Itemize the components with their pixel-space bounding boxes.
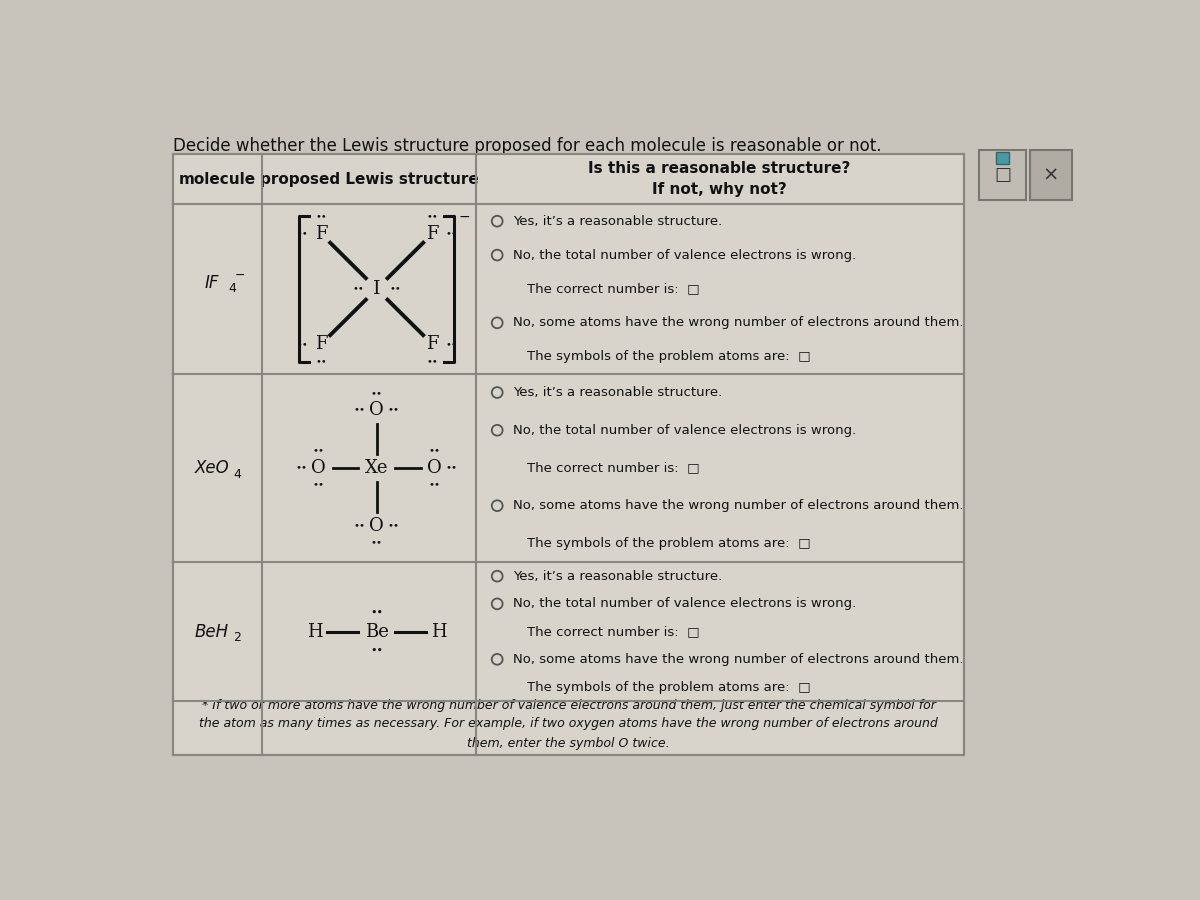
- Text: O: O: [370, 517, 384, 535]
- Text: H: H: [307, 623, 323, 641]
- Text: Yes, it’s a reasonable structure.: Yes, it’s a reasonable structure.: [512, 570, 722, 582]
- Text: No, the total number of valence electrons is wrong.: No, the total number of valence electron…: [512, 598, 856, 610]
- Text: The correct number is:  □: The correct number is: □: [527, 626, 700, 638]
- Text: I: I: [373, 280, 380, 298]
- Text: The correct number is:  □: The correct number is: □: [527, 283, 700, 295]
- Text: The symbols of the problem atoms are:  □: The symbols of the problem atoms are: □: [527, 350, 810, 364]
- Text: □: □: [994, 166, 1010, 184]
- Bar: [979, 150, 1026, 201]
- Text: ••: ••: [354, 521, 366, 530]
- Text: The symbols of the problem atoms are:  □: The symbols of the problem atoms are: □: [527, 680, 810, 694]
- Text: No, the total number of valence electrons is wrong.: No, the total number of valence electron…: [512, 424, 856, 436]
- Text: The symbols of the problem atoms are:  □: The symbols of the problem atoms are: □: [527, 537, 810, 550]
- Text: No, some atoms have the wrong number of electrons around them.: No, some atoms have the wrong number of …: [512, 316, 964, 329]
- Text: ••: ••: [388, 521, 400, 530]
- Text: XeO: XeO: [194, 459, 229, 477]
- Text: F: F: [426, 336, 439, 354]
- Bar: [1030, 150, 1073, 201]
- Text: ••: ••: [370, 608, 383, 617]
- Text: Is this a reasonable structure?
If not, why not?: Is this a reasonable structure? If not, …: [588, 161, 851, 197]
- Text: ••: ••: [428, 446, 440, 455]
- Text: ••: ••: [353, 284, 364, 293]
- Text: ••: ••: [427, 212, 438, 221]
- Text: ••: ••: [428, 481, 440, 490]
- Text: ••: ••: [316, 356, 326, 365]
- Text: 2: 2: [233, 631, 241, 644]
- Text: ••: ••: [446, 464, 458, 472]
- Text: IF: IF: [204, 274, 218, 292]
- Text: ••: ••: [445, 229, 457, 238]
- Text: Decide whether the Lewis structure proposed for each molecule is reasonable or n: Decide whether the Lewis structure propo…: [173, 138, 882, 156]
- Text: ••: ••: [388, 406, 400, 415]
- Text: O: O: [427, 459, 442, 477]
- Text: ••: ••: [312, 481, 324, 490]
- Text: molecule: molecule: [179, 172, 257, 186]
- Text: H: H: [431, 623, 446, 641]
- Text: * If two or more atoms have the wrong number of valence electrons around them, j: * If two or more atoms have the wrong nu…: [199, 698, 938, 750]
- Text: Yes, it’s a reasonable structure.: Yes, it’s a reasonable structure.: [512, 215, 722, 228]
- Text: ••: ••: [295, 464, 307, 472]
- Text: 4: 4: [228, 283, 235, 295]
- Text: proposed Lewis structure: proposed Lewis structure: [259, 172, 479, 186]
- Bar: [173, 154, 964, 755]
- Text: O: O: [311, 459, 326, 477]
- Text: No, the total number of valence electrons is wrong.: No, the total number of valence electron…: [512, 248, 856, 262]
- Text: Xe: Xe: [365, 459, 389, 477]
- Text: O: O: [370, 401, 384, 419]
- Text: ••: ••: [296, 340, 308, 349]
- Text: ••: ••: [427, 356, 438, 365]
- Text: No, some atoms have the wrong number of electrons around them.: No, some atoms have the wrong number of …: [512, 652, 964, 666]
- Text: −: −: [235, 268, 245, 282]
- Text: The correct number is:  □: The correct number is: □: [527, 462, 700, 474]
- Text: F: F: [314, 336, 328, 354]
- Text: ••: ••: [371, 538, 383, 547]
- Bar: [996, 152, 1009, 164]
- Text: ••: ••: [316, 212, 326, 221]
- Text: ••: ••: [390, 284, 401, 293]
- Text: Yes, it’s a reasonable structure.: Yes, it’s a reasonable structure.: [512, 386, 722, 399]
- Text: F: F: [314, 224, 328, 242]
- Text: F: F: [426, 224, 439, 242]
- Text: BeH: BeH: [194, 623, 229, 641]
- Text: No, some atoms have the wrong number of electrons around them.: No, some atoms have the wrong number of …: [512, 500, 964, 512]
- Text: ×: ×: [1043, 166, 1060, 184]
- Text: Be: Be: [365, 623, 389, 641]
- Text: −: −: [458, 210, 470, 223]
- Text: ••: ••: [371, 389, 383, 398]
- Text: ••: ••: [312, 446, 324, 455]
- Text: ••: ••: [296, 229, 308, 238]
- Text: ••: ••: [445, 340, 457, 349]
- Text: 4: 4: [233, 468, 241, 481]
- Text: ••: ••: [354, 406, 366, 415]
- Text: ••: ••: [370, 646, 383, 656]
